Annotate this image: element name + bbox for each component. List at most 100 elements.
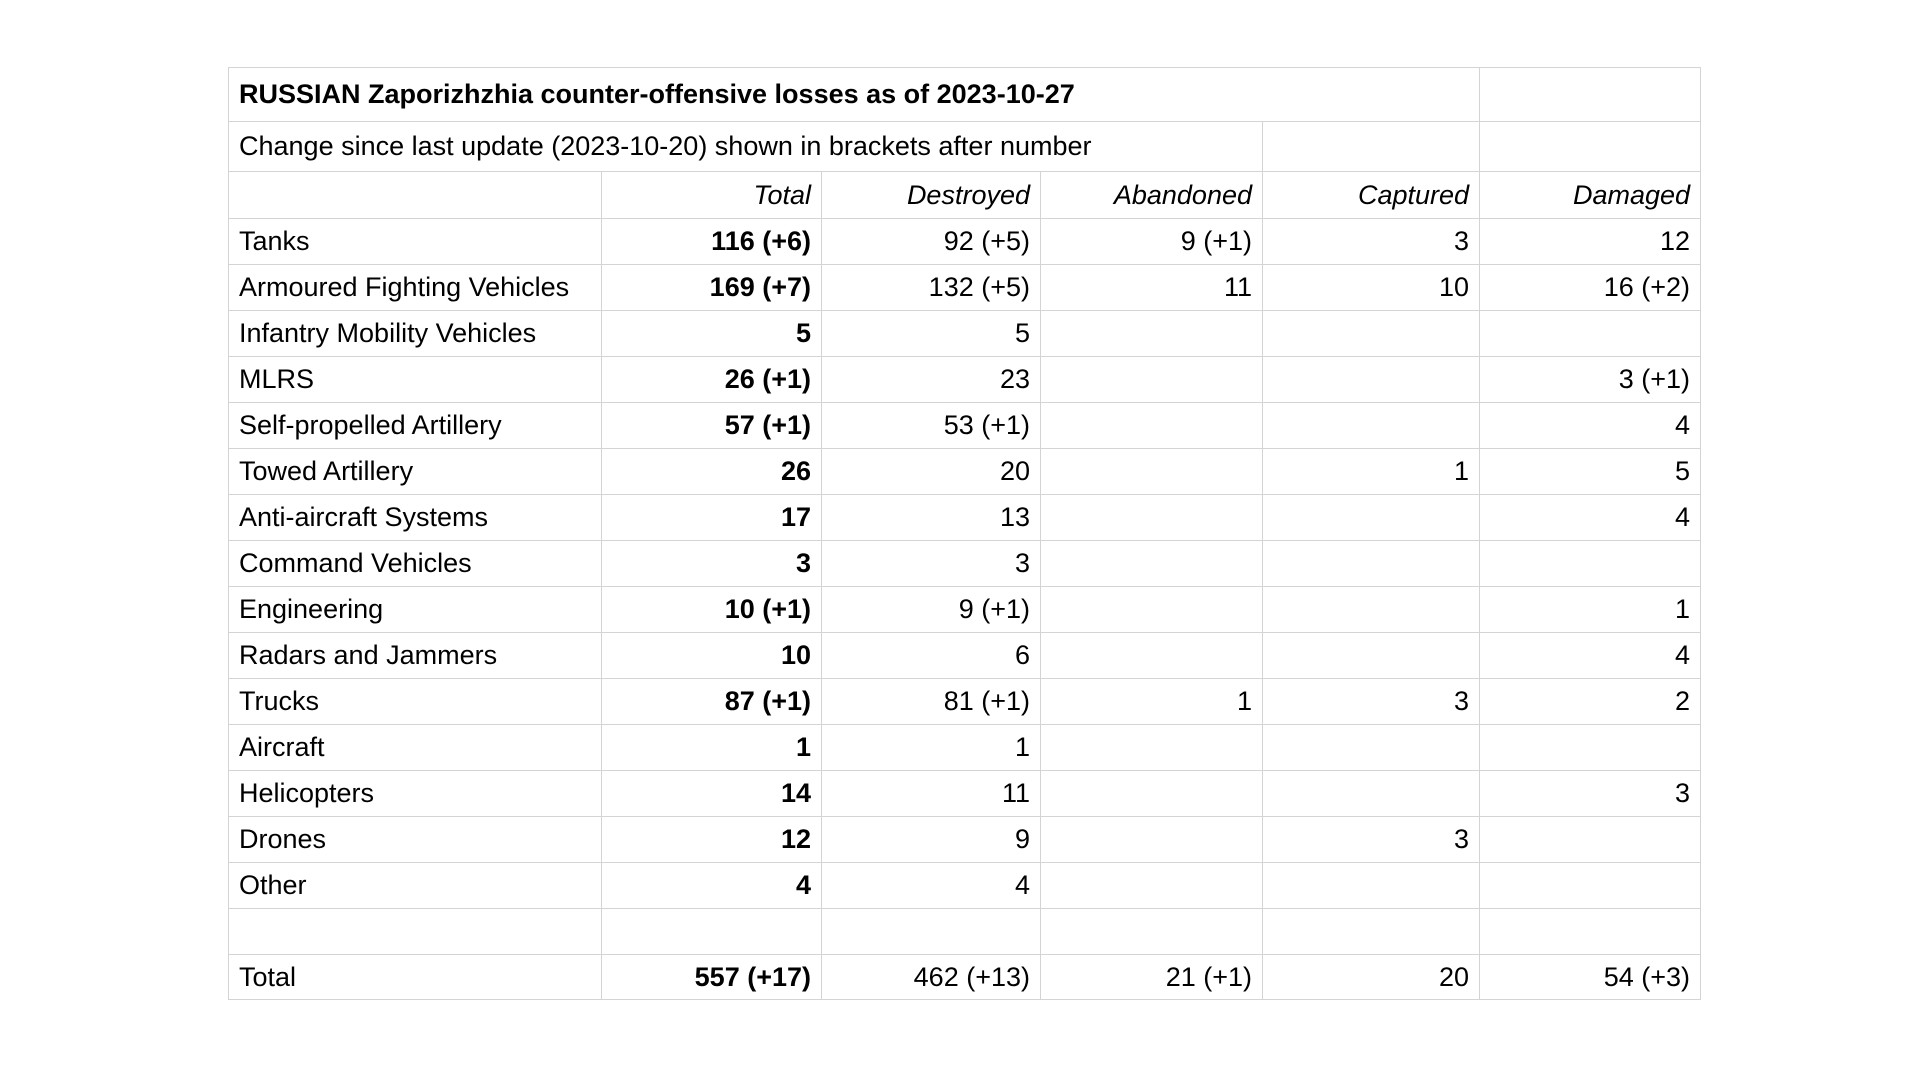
table-row: Aircraft 1 1 (228, 724, 1702, 771)
cell-value: 116 (+6) (601, 218, 822, 265)
cell-value: 13 (821, 494, 1041, 541)
cell-value: 3 (+1) (1479, 356, 1702, 403)
header-label-spacer (228, 171, 602, 219)
spacer-row (228, 908, 1702, 955)
row-label: Tanks (228, 218, 602, 265)
row-label: Anti-aircraft Systems (228, 494, 602, 541)
cell-value (1040, 724, 1263, 771)
spacer-cell (228, 908, 602, 955)
cell-value (1261, 494, 1481, 541)
cell-value: 1 (601, 724, 822, 771)
cell-value: 10 (601, 632, 822, 679)
cell-value (1261, 402, 1481, 449)
cell-value: 3 (821, 540, 1041, 587)
cell-value (1040, 586, 1263, 633)
cell-value (1261, 310, 1481, 357)
cell-value (1479, 862, 1702, 909)
cell-value: 5 (1479, 448, 1702, 495)
cell-value: 11 (821, 770, 1041, 817)
cell-value (1479, 310, 1702, 357)
total-cell-value: 20 (1261, 954, 1481, 1000)
row-label: Radars and Jammers (228, 632, 602, 679)
row-label: Towed Artillery (228, 448, 602, 495)
cell-value: 4 (821, 862, 1041, 909)
table-row: Radars and Jammers 10 6 4 (228, 632, 1702, 679)
table-row: Engineering 10 (+1) 9 (+1) 1 (228, 586, 1702, 633)
cell-value: 57 (+1) (601, 402, 822, 449)
cell-value: 92 (+5) (821, 218, 1041, 265)
row-label: Armoured Fighting Vehicles (228, 264, 602, 311)
cell-value (1040, 770, 1263, 817)
cell-value: 9 (821, 816, 1041, 863)
table-row: Tanks 116 (+6) 92 (+5) 9 (+1) 3 12 (228, 218, 1702, 265)
cell-value: 4 (1479, 402, 1702, 449)
subtitle-row-empty-cell (1479, 121, 1702, 172)
cell-value (1040, 494, 1263, 541)
cell-value: 4 (1479, 632, 1702, 679)
cell-value (1040, 448, 1263, 495)
cell-value: 9 (+1) (1040, 218, 1263, 265)
cell-value: 23 (821, 356, 1041, 403)
table-row: Anti-aircraft Systems 17 13 4 (228, 494, 1702, 541)
cell-value (1479, 816, 1702, 863)
table-row: Infantry Mobility Vehicles 5 5 (228, 310, 1702, 357)
cell-value: 53 (+1) (821, 402, 1041, 449)
cell-value: 17 (601, 494, 822, 541)
spacer-cell (1479, 908, 1702, 955)
losses-table-grid: RUSSIAN Zaporizhzhia counter-offensive l… (227, 67, 1702, 1000)
cell-value (1040, 310, 1263, 357)
spacer-cell (601, 908, 822, 955)
cell-value (1261, 770, 1481, 817)
cell-value: 169 (+7) (601, 264, 822, 311)
spacer-cell (1040, 908, 1263, 955)
column-header-destroyed: Destroyed (821, 171, 1041, 219)
cell-value: 1 (821, 724, 1041, 771)
cell-value (1040, 402, 1263, 449)
cell-value: 10 (1261, 264, 1481, 311)
total-cell-value: 54 (+3) (1479, 954, 1702, 1000)
cell-value (1261, 356, 1481, 403)
cell-value: 3 (1261, 678, 1481, 725)
subtitle-row-empty-cell (1261, 121, 1481, 172)
cell-value: 1 (1040, 678, 1263, 725)
total-row: Total 557 (+17) 462 (+13) 21 (+1) 20 54 (+3) (228, 954, 1702, 1000)
row-label: Drones (228, 816, 602, 863)
row-label: Trucks (228, 678, 602, 725)
cell-value: 2 (1479, 678, 1702, 725)
table-row: Other 4 4 (228, 862, 1702, 909)
cell-value (1040, 356, 1263, 403)
table-row: Helicopters 14 11 3 (228, 770, 1702, 817)
cell-value: 5 (601, 310, 822, 357)
table-title: RUSSIAN Zaporizhzhia counter-offensive l… (227, 67, 1481, 122)
cell-value (1261, 540, 1481, 587)
cell-value: 1 (1479, 586, 1702, 633)
row-label: MLRS (228, 356, 602, 403)
row-label: Engineering (228, 586, 602, 633)
spacer-cell (1261, 908, 1481, 955)
table-row: Self-propelled Artillery 57 (+1) 53 (+1) 4 (228, 402, 1702, 449)
cell-value (1040, 632, 1263, 679)
table-row: MLRS 26 (+1) 23 3 (+1) (228, 356, 1702, 403)
cell-value (1261, 586, 1481, 633)
title-row-empty-cell (1479, 67, 1702, 122)
column-header-abandoned: Abandoned (1040, 171, 1263, 219)
table-row: Trucks 87 (+1) 81 (+1) 1 3 2 (228, 678, 1702, 725)
total-row-label: Total (228, 954, 602, 1000)
losses-table: RUSSIAN Zaporizhzhia counter-offensive l… (227, 67, 1702, 1000)
cell-value: 12 (1479, 218, 1702, 265)
cell-value: 132 (+5) (821, 264, 1041, 311)
cell-value (1261, 862, 1481, 909)
cell-value: 16 (+2) (1479, 264, 1702, 311)
cell-value: 20 (821, 448, 1041, 495)
cell-value: 3 (1261, 816, 1481, 863)
cell-value: 10 (+1) (601, 586, 822, 633)
row-label: Helicopters (228, 770, 602, 817)
table-row: Drones 12 9 3 (228, 816, 1702, 863)
subtitle-row: Change since last update (2023-10-20) sh… (228, 121, 1702, 172)
title-row: RUSSIAN Zaporizhzhia counter-offensive l… (227, 67, 1702, 122)
cell-value (1040, 862, 1263, 909)
row-label: Other (228, 862, 602, 909)
row-label: Aircraft (228, 724, 602, 771)
cell-value: 26 (+1) (601, 356, 822, 403)
column-header-damaged: Damaged (1479, 171, 1702, 219)
